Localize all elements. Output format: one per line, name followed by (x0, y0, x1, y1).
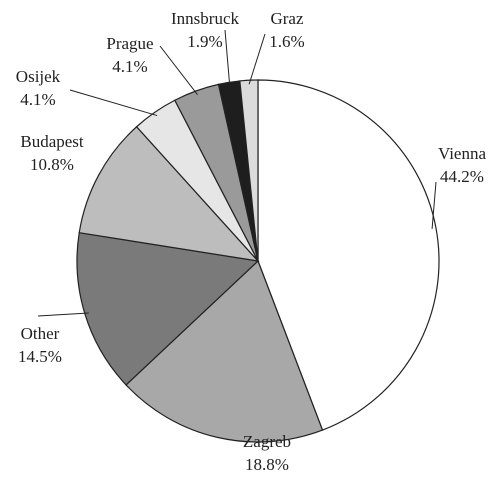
pie-slice (78, 125, 260, 262)
slice-value-label: 44.2% (440, 167, 484, 186)
leader-line (224, 29, 231, 87)
leader-line (69, 89, 158, 117)
slice-label: Prague (106, 34, 153, 53)
leader-line (37, 312, 89, 317)
slice-value-label: 4.1% (20, 90, 55, 109)
slice-value-label: 18.8% (245, 455, 289, 474)
pie-slice (257, 79, 440, 431)
slice-value-label: 10.8% (30, 155, 74, 174)
leader-line (159, 45, 198, 95)
slice-value-label: 14.5% (18, 347, 62, 366)
leader-line (248, 33, 266, 85)
slice-label: Vienna (438, 144, 487, 163)
slice-label: Zagreb (243, 432, 291, 451)
slice-label: Other (21, 324, 60, 343)
slice-value-label: 1.6% (269, 32, 304, 51)
slice-label: Osijek (16, 67, 61, 86)
slice-value-label: 1.9% (187, 32, 222, 51)
pie-slice (125, 259, 324, 443)
leader-line (431, 181, 437, 229)
pie-slice (239, 79, 259, 262)
slice-label: Budapest (20, 132, 84, 151)
slice-label: Innsbruck (171, 9, 239, 28)
slice-value-label: 4.1% (112, 57, 147, 76)
slice-label: Graz (270, 9, 303, 28)
pie-slice (76, 231, 260, 386)
